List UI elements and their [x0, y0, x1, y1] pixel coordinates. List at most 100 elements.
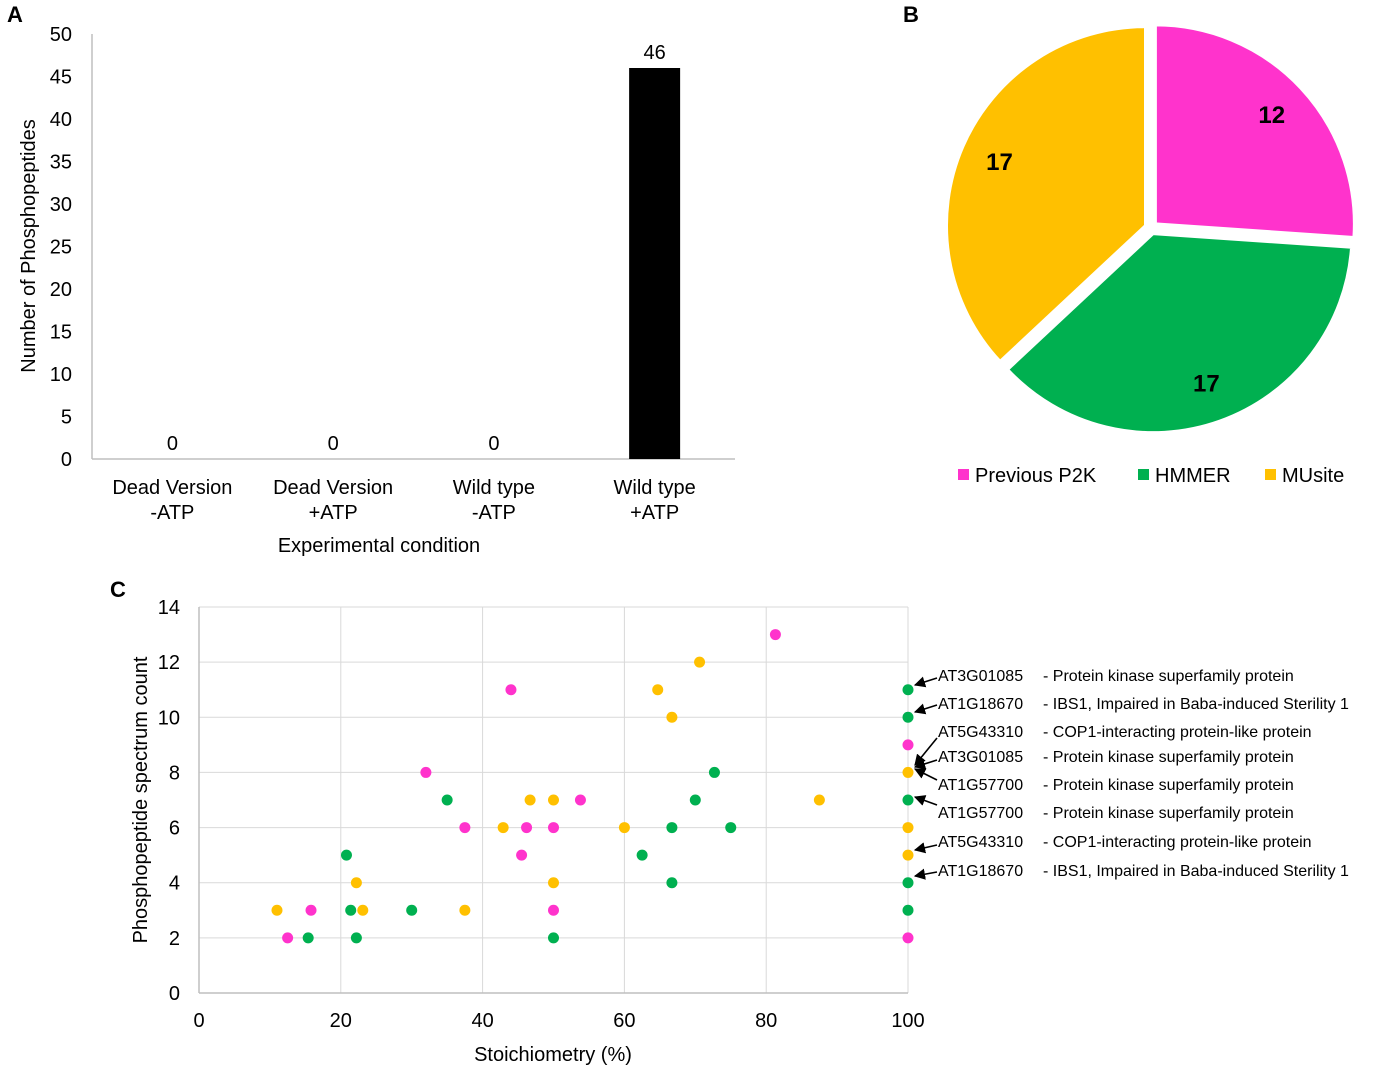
- scatter-point: [497, 822, 509, 834]
- scatter-point: [902, 711, 914, 723]
- x-tick-label: 40: [471, 1010, 493, 1032]
- scatter-point: [516, 849, 528, 861]
- y-tick-label: 50: [50, 24, 72, 46]
- x-tick-label: +ATP: [309, 502, 358, 524]
- scatter-point: [459, 822, 471, 834]
- pie-slice: [944, 25, 1147, 364]
- x-tick-label: Dead Version: [273, 477, 393, 499]
- annotation-gene: AT1G57700: [938, 805, 1023, 822]
- scatter-point: [459, 904, 471, 916]
- scatter-point: [548, 877, 559, 889]
- pie-slice-label: 12: [1258, 102, 1285, 129]
- scatter-point: [689, 794, 701, 806]
- scatter-point: [769, 629, 781, 641]
- annotation-description: - COP1-interacting protein-like protein: [1043, 834, 1312, 851]
- scatter-point: [666, 877, 678, 889]
- scatter-point: [305, 904, 317, 916]
- annotation-description: - Protein kinase superfamily protein: [1043, 749, 1294, 766]
- annotation-gene: AT5G43310: [938, 834, 1023, 851]
- scatter-point: [282, 932, 294, 944]
- y-tick-label: 30: [50, 194, 72, 216]
- x-tick-label: -ATP: [472, 502, 516, 524]
- scatter-point: [708, 766, 720, 778]
- panel-label-b: B: [903, 2, 919, 27]
- scatter-point: [350, 877, 362, 889]
- scatter-point: [725, 822, 737, 834]
- scatter-point: [902, 822, 914, 834]
- scatter-point: [574, 794, 586, 806]
- y-tick-label: 4: [169, 873, 180, 895]
- scatter-point: [902, 739, 914, 751]
- annotation-description: - Protein kinase superfamily protein: [1043, 805, 1294, 822]
- scatter-point: [271, 904, 283, 916]
- panel-a: A 0 5 10 15 20 25 30 35 40 45 50 0 Dead Version -ATP 0 D…: [7, 2, 735, 557]
- x-tick-label: 80: [755, 1010, 777, 1032]
- y-tick-label: 0: [169, 983, 180, 1005]
- pie-slice-label: 17: [986, 149, 1013, 176]
- bar-data-label: 46: [644, 42, 666, 64]
- legend-swatch: [958, 469, 969, 480]
- y-axis-title: Phosphopeptide spectrum count: [130, 656, 152, 943]
- annotation-arrow: [913, 676, 938, 688]
- scatter-point: [420, 766, 432, 778]
- scatter-point: [813, 794, 825, 806]
- scatter-point: [345, 904, 357, 916]
- legend-label: MUsite: [1282, 465, 1344, 487]
- panel-label-c: C: [110, 577, 126, 602]
- annotation-arrow: [913, 868, 938, 880]
- scatter-point: [902, 684, 914, 696]
- legend-swatch: [1265, 469, 1276, 480]
- annotation-gene: AT1G18670: [938, 863, 1023, 880]
- scatter-point: [548, 932, 559, 944]
- scatter-point: [406, 904, 418, 916]
- annotation-description: - IBS1, Impaired in Baba-induced Sterili…: [1043, 696, 1349, 713]
- legend-label: Previous P2K: [975, 465, 1097, 487]
- y-tick-label: 0: [61, 449, 72, 471]
- scatter-point: [548, 904, 559, 916]
- scatter-point: [524, 794, 536, 806]
- y-tick-label: 12: [158, 652, 180, 674]
- annotation-description: - Protein kinase superfamily protein: [1043, 668, 1294, 685]
- x-tick-label: 60: [613, 1010, 635, 1032]
- y-tick-label: 2: [169, 928, 180, 950]
- scatter-point: [902, 849, 914, 861]
- x-tick-label: -ATP: [150, 502, 194, 524]
- scatter-point: [302, 932, 314, 944]
- annotation-arrow: [913, 703, 938, 715]
- panel-label-a: A: [7, 2, 23, 27]
- scatter-point: [902, 904, 914, 916]
- annotation-gene: AT3G01085: [938, 668, 1023, 685]
- x-tick-label: +ATP: [630, 502, 679, 524]
- scatter-point: [350, 932, 362, 944]
- panel-c: C 0 2 4 6 8 10 12 14 0 20 40 60 80 100 Stoichiometry (%…: [110, 577, 1349, 1066]
- scatter-point: [666, 822, 678, 834]
- bar-data-label: 0: [167, 433, 178, 455]
- scatter-point: [902, 794, 914, 806]
- x-axis-title: Stoichiometry (%): [474, 1044, 632, 1066]
- y-tick-label: 35: [50, 152, 72, 174]
- annotation-arrow: [913, 795, 938, 806]
- y-tick-label: 15: [50, 322, 72, 344]
- x-tick-label: 0: [193, 1010, 204, 1032]
- scatter-point: [340, 849, 352, 861]
- annotation-gene: AT1G57700: [938, 777, 1023, 794]
- pie-slice-label: 17: [1193, 371, 1220, 398]
- scatter-point: [505, 684, 517, 696]
- x-axis-title: Experimental condition: [278, 535, 480, 557]
- scatter-point: [902, 877, 914, 889]
- bar: [629, 68, 681, 459]
- y-tick-label: 14: [158, 597, 180, 619]
- annotation-gene: AT3G01085: [938, 749, 1023, 766]
- bar-data-label: 0: [328, 433, 339, 455]
- x-tick-label: Wild type: [453, 477, 535, 499]
- x-tick-label: Dead Version: [112, 477, 232, 499]
- scatter-point: [548, 794, 559, 806]
- y-axis-title: Number of Phosphopeptides: [18, 119, 40, 373]
- pie-slice: [1153, 23, 1356, 240]
- scatter-point: [652, 684, 664, 696]
- x-tick-label: Wild type: [614, 477, 696, 499]
- annotation-description: - COP1-interacting protein-like protein: [1043, 724, 1312, 741]
- scatter-point: [548, 822, 559, 834]
- y-tick-label: 40: [50, 109, 72, 131]
